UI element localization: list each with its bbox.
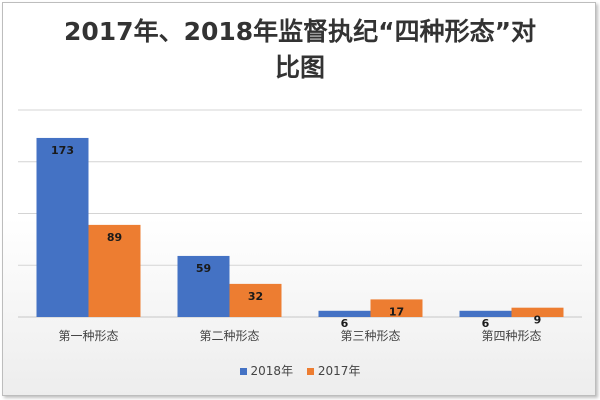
bar-2018年-第二种形态 (177, 255, 230, 317)
data-label: 89 (107, 231, 122, 244)
x-tick-label: 第四种形态 (481, 329, 541, 343)
bar-2017年-第二种形态 (229, 283, 282, 317)
legend-item-2017: 2017年 (306, 362, 361, 379)
data-label: 6 (482, 317, 490, 330)
bar-2018年-第一种形态 (36, 137, 89, 317)
bar-2017年-第三种形态 (370, 299, 423, 317)
x-tick-label: 第二种形态 (199, 329, 259, 343)
x-tick-label: 第三种形态 (340, 329, 400, 343)
chart-frame (2, 2, 596, 396)
chart-title: 2017年、2018年监督执纪“四种形态”对比图 (63, 17, 537, 82)
x-tick-label: 第一种形态 (58, 329, 118, 343)
data-label: 173 (51, 144, 74, 157)
bar-2018年-第三种形态 (318, 310, 371, 317)
legend: 2018年 2017年 (0, 362, 600, 379)
bar-2018年-第四种形态 (459, 310, 512, 317)
data-label: 9 (534, 314, 542, 327)
legend-item-2018: 2018年 (239, 362, 294, 379)
bar-2017年-第四种形态 (511, 307, 564, 317)
legend-label-2017: 2017年 (317, 364, 361, 378)
x-tick-labels: 第一种形态 第二种形态 第三种形态 第四种形态 (58, 329, 541, 343)
bar-2017年-第一种形态 (88, 224, 141, 317)
data-label: 6 (341, 317, 349, 330)
legend-label-2018: 2018年 (250, 364, 294, 378)
legend-swatch-2018 (239, 368, 247, 375)
data-label: 17 (389, 305, 404, 318)
chart-title-container: 2017年、2018年监督执纪“四种形态”对比图 (0, 14, 600, 86)
data-label: 59 (196, 262, 211, 275)
bars (36, 137, 564, 317)
data-label: 32 (248, 290, 263, 303)
legend-swatch-2017 (306, 368, 314, 375)
data-labels: 173 89 59 32 6 17 6 9 (51, 144, 541, 330)
